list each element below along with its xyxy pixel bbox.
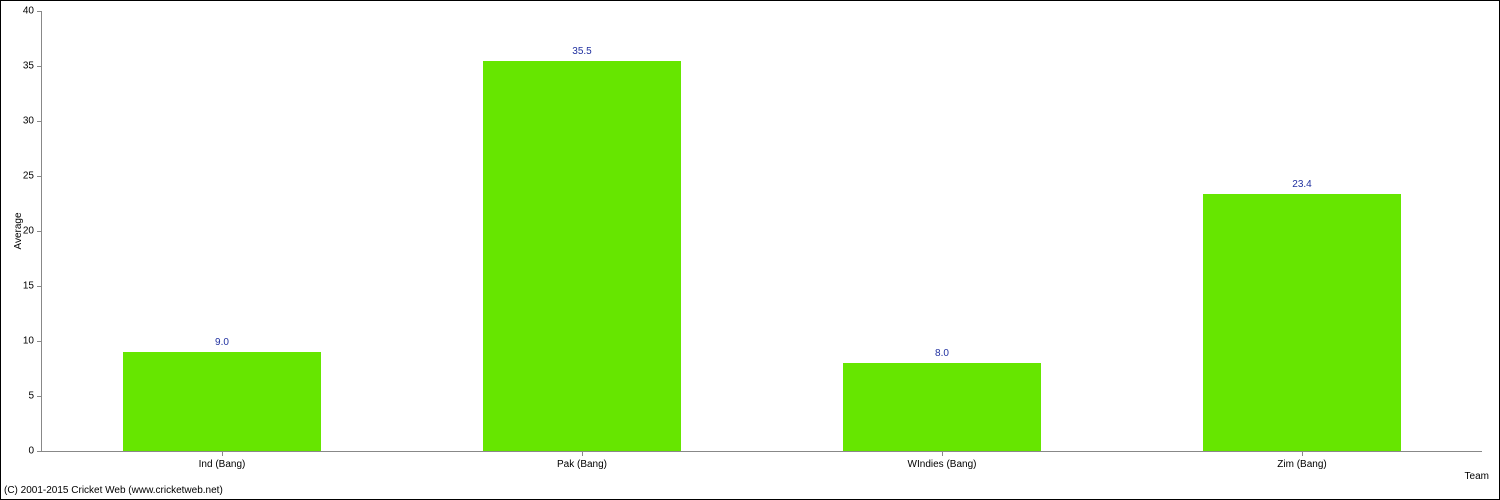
- x-tick-line: [1302, 451, 1303, 456]
- x-tick-line: [222, 451, 223, 456]
- y-axis-label: Average: [13, 212, 24, 249]
- y-tick-label: 15: [23, 281, 34, 292]
- bar-value-label: 23.4: [1292, 179, 1311, 190]
- y-tick-label: 0: [28, 446, 34, 457]
- x-tick-label: WIndies (Bang): [908, 459, 977, 470]
- x-axis-label: Team: [1465, 471, 1489, 482]
- y-tick-label: 30: [23, 116, 34, 127]
- y-tick-label: 25: [23, 171, 34, 182]
- y-tick-line: [37, 176, 42, 177]
- copyright-text: (C) 2001-2015 Cricket Web (www.cricketwe…: [4, 485, 223, 496]
- bar-value-label: 9.0: [215, 337, 229, 348]
- y-tick-line: [37, 66, 42, 67]
- y-tick-line: [37, 11, 42, 12]
- plot-area: 0510152025303540Ind (Bang)9.0Pak (Bang)3…: [41, 11, 1482, 452]
- y-tick-line: [37, 451, 42, 452]
- bar: [483, 61, 681, 452]
- x-tick-line: [942, 451, 943, 456]
- y-tick-line: [37, 396, 42, 397]
- y-tick-line: [37, 341, 42, 342]
- x-tick-label: Pak (Bang): [557, 459, 607, 470]
- y-tick-line: [37, 121, 42, 122]
- bar: [123, 352, 321, 451]
- x-tick-label: Ind (Bang): [199, 459, 246, 470]
- chart-container: 0 5 10 15 20 25 30 35 40 Ind (Bang) 9.0 Pak (Bang) 3…: [0, 0, 1500, 500]
- y-tick-label: 5: [28, 391, 34, 402]
- bar-value-label: 35.5: [572, 46, 591, 57]
- y-tick-label: 40: [23, 6, 34, 17]
- y-tick-line: [37, 231, 42, 232]
- y-tick-line: [37, 286, 42, 287]
- y-tick-label: 20: [23, 226, 34, 237]
- bar: [843, 363, 1041, 451]
- bar: [1203, 194, 1401, 451]
- y-tick-label: 10: [23, 336, 34, 347]
- x-tick-label: Zim (Bang): [1277, 459, 1326, 470]
- bar-value-label: 8.0: [935, 348, 949, 359]
- x-tick-line: [582, 451, 583, 456]
- y-tick-label: 35: [23, 61, 34, 72]
